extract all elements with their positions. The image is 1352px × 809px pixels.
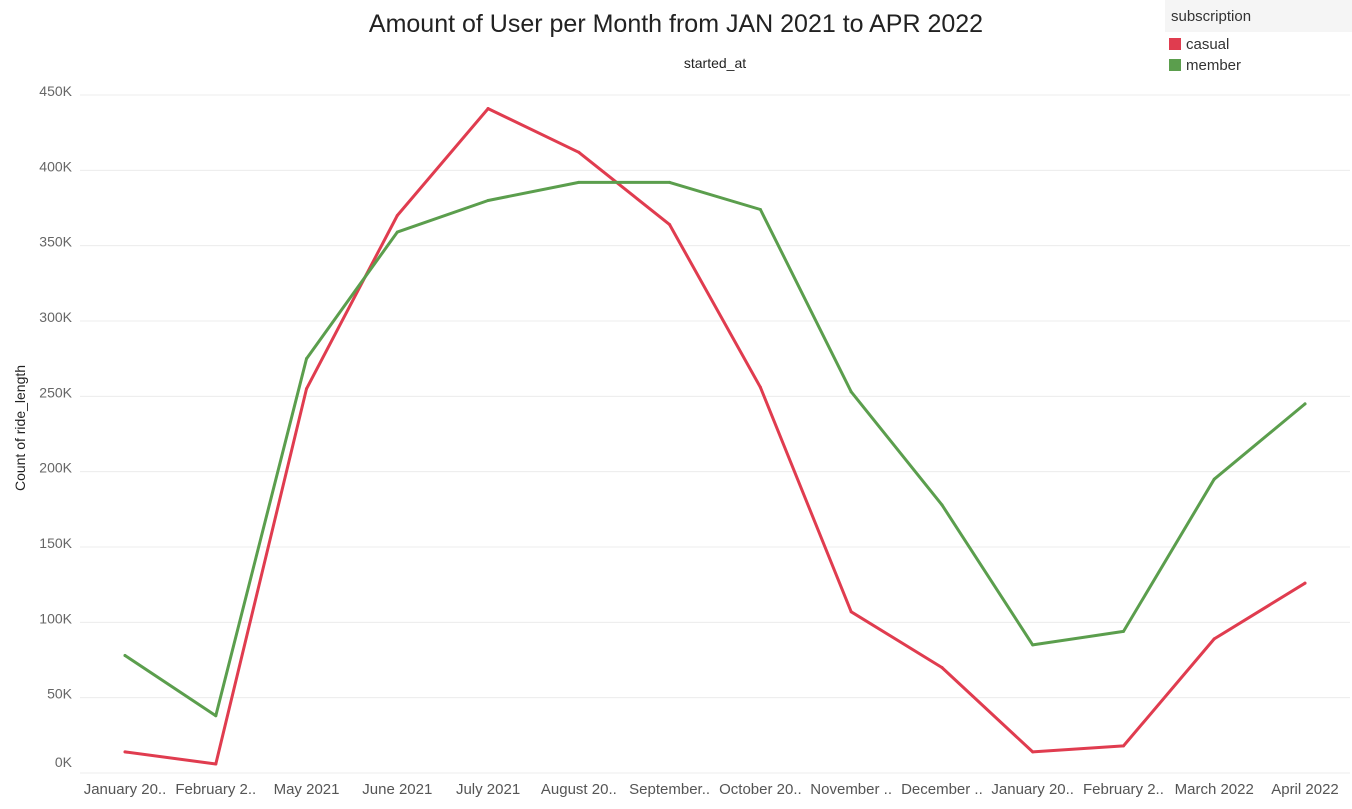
data-point-member[interactable] [395, 230, 399, 234]
y-tick-label: 450K [39, 83, 72, 99]
series-line-member[interactable] [123, 180, 1307, 718]
y-tick-label: 300K [39, 309, 72, 325]
legend-header: subscription [1165, 0, 1352, 32]
x-axis-ticks: January 20.. February 2.. May 2021 June 202… [84, 781, 1339, 798]
data-point-casual[interactable] [849, 610, 853, 614]
data-point-member[interactable] [577, 180, 581, 184]
data-point-member[interactable] [1031, 643, 1035, 647]
y-axis-ticks: 0K 50K 100K 150K 200K 250K 300K 350K 400K 450K [39, 83, 72, 770]
data-point-casual[interactable] [214, 762, 218, 766]
y-tick-label: 350K [39, 234, 72, 250]
data-point-casual[interactable] [668, 223, 672, 227]
data-point-member[interactable] [668, 180, 672, 184]
chart-title: Amount of User per Month from JAN 2021 t… [368, 10, 984, 38]
data-point-casual[interactable] [1212, 637, 1216, 641]
legend-label-casual: casual [1186, 36, 1230, 53]
y-axis-label: Count of ride_length [12, 365, 28, 491]
data-point-member[interactable] [1121, 629, 1125, 633]
legend-label-member: member [1186, 57, 1242, 74]
data-point-member[interactable] [486, 198, 490, 202]
x-tick-label: October 20.. [719, 781, 802, 798]
x-tick-label: May 2021 [274, 781, 340, 798]
data-point-casual[interactable] [486, 107, 490, 111]
data-point-casual[interactable] [1303, 581, 1307, 585]
x-tick-label: January 20.. [84, 781, 167, 798]
data-point-casual[interactable] [577, 150, 581, 154]
x-tick-label: February 2.. [1083, 781, 1164, 798]
data-point-member[interactable] [305, 357, 309, 361]
data-point-casual[interactable] [940, 666, 944, 670]
data-point-member[interactable] [1212, 477, 1216, 481]
x-tick-label: November .. [810, 781, 892, 798]
x-tick-label: January 20.. [991, 781, 1074, 798]
y-tick-label: 250K [39, 384, 72, 400]
data-point-member[interactable] [1303, 402, 1307, 406]
y-tick-label: 200K [39, 460, 72, 476]
data-point-member[interactable] [940, 503, 944, 507]
gridlines [80, 94, 1350, 774]
x-tick-label: March 2022 [1175, 781, 1254, 798]
y-tick-label: 400K [39, 158, 72, 174]
data-point-member[interactable] [849, 390, 853, 394]
x-tick-label: December .. [901, 781, 983, 798]
data-point-casual[interactable] [395, 214, 399, 218]
data-point-casual[interactable] [1121, 744, 1125, 748]
data-point-member[interactable] [214, 714, 218, 718]
y-tick-label: 0K [55, 754, 73, 770]
legend-swatch-member [1169, 59, 1181, 71]
x-tick-label: February 2.. [175, 781, 256, 798]
data-point-casual[interactable] [758, 385, 762, 389]
y-tick-label: 150K [39, 535, 72, 551]
legend[interactable]: subscription casual member [1165, 0, 1352, 80]
data-point-casual[interactable] [123, 750, 127, 754]
x-tick-label: April 2022 [1271, 781, 1339, 798]
data-point-casual[interactable] [1031, 750, 1035, 754]
data-point-member[interactable] [123, 653, 127, 657]
x-tick-label: July 2021 [456, 781, 520, 798]
column-header: started_at [684, 55, 746, 71]
data-point-casual[interactable] [305, 387, 309, 391]
data-point-member[interactable] [758, 208, 762, 212]
x-tick-label: June 2021 [362, 781, 432, 798]
x-tick-label: September.. [629, 781, 710, 798]
legend-swatch-casual [1169, 38, 1181, 50]
y-tick-label: 50K [47, 686, 73, 702]
y-tick-label: 100K [39, 610, 72, 626]
series-line-casual[interactable] [123, 107, 1307, 766]
legend-title: subscription [1171, 8, 1252, 25]
series-lines[interactable] [123, 107, 1307, 766]
x-tick-label: August 20.. [541, 781, 617, 798]
